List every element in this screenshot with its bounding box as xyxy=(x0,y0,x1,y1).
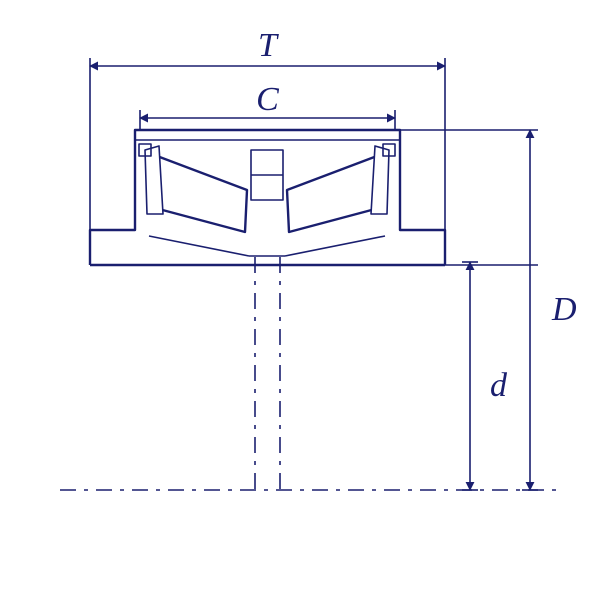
label-t: T xyxy=(258,27,279,64)
label-c: C xyxy=(256,81,279,118)
label-D: D xyxy=(551,291,577,328)
label-d: d xyxy=(490,367,508,404)
